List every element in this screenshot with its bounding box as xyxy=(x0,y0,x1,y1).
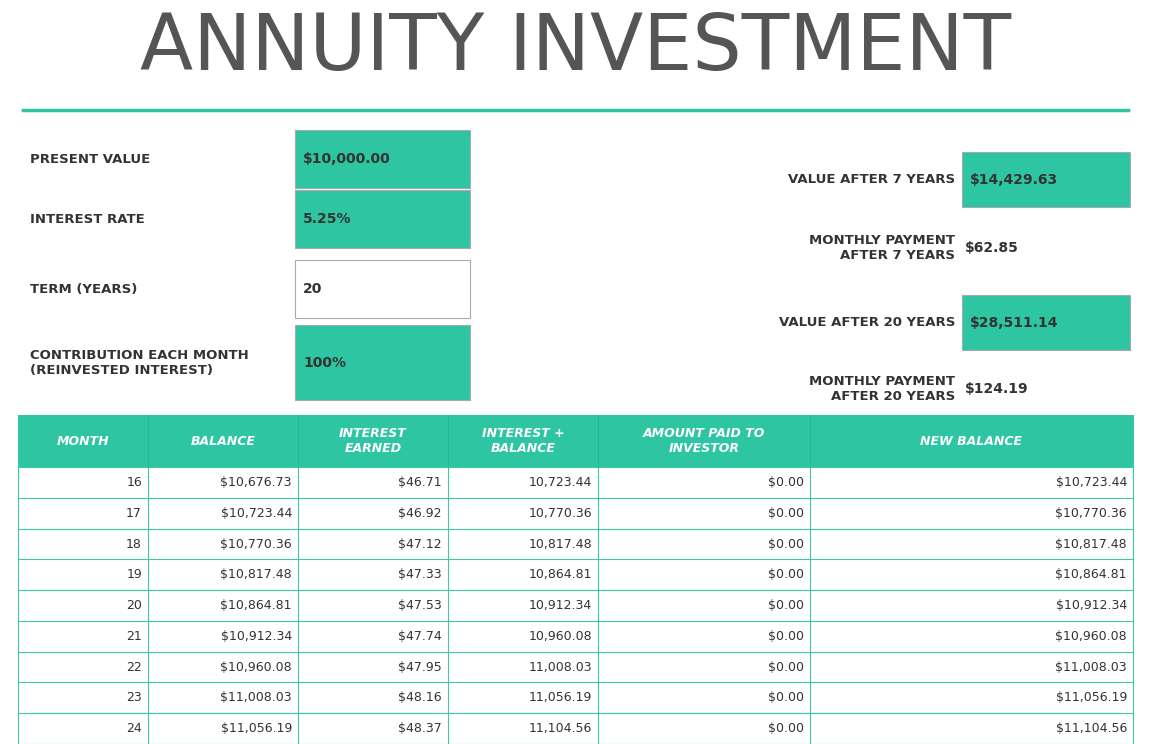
Bar xyxy=(295,325,470,400)
Bar xyxy=(18,652,1133,682)
Text: 5.25%: 5.25% xyxy=(303,212,351,226)
Text: $47.53: $47.53 xyxy=(398,599,442,612)
Bar xyxy=(18,590,1133,621)
Text: $62.85: $62.85 xyxy=(965,241,1019,255)
Text: $10,817.48: $10,817.48 xyxy=(220,568,292,581)
Text: VALUE AFTER 20 YEARS: VALUE AFTER 20 YEARS xyxy=(778,316,955,329)
Text: $0.00: $0.00 xyxy=(768,599,805,612)
Text: PRESENT VALUE: PRESENT VALUE xyxy=(30,153,151,166)
Text: $10,864.81: $10,864.81 xyxy=(1055,568,1127,581)
Bar xyxy=(962,295,1130,350)
Text: $10,912.34: $10,912.34 xyxy=(1055,599,1127,612)
Text: 23: 23 xyxy=(127,691,142,705)
Text: CONTRIBUTION EACH MONTH
(REINVESTED INTEREST): CONTRIBUTION EACH MONTH (REINVESTED INTE… xyxy=(30,349,249,376)
Bar xyxy=(18,529,1133,559)
Text: $48.16: $48.16 xyxy=(398,691,442,705)
Text: MONTH: MONTH xyxy=(56,434,109,448)
Text: TERM (YEARS): TERM (YEARS) xyxy=(30,283,137,295)
Text: $47.74: $47.74 xyxy=(398,630,442,643)
Text: $0.00: $0.00 xyxy=(768,691,805,705)
Text: 19: 19 xyxy=(127,568,142,581)
Text: $47.33: $47.33 xyxy=(398,568,442,581)
Text: $47.12: $47.12 xyxy=(398,538,442,551)
Text: $10,000.00: $10,000.00 xyxy=(303,153,390,166)
Text: 24: 24 xyxy=(127,722,142,735)
Text: 10,912.34: 10,912.34 xyxy=(528,599,592,612)
Text: 11,056.19: 11,056.19 xyxy=(528,691,592,705)
Bar xyxy=(18,559,1133,590)
Text: 10,960.08: 10,960.08 xyxy=(528,630,592,643)
Text: ANNUITY INVESTMENT: ANNUITY INVESTMENT xyxy=(140,10,1011,86)
Bar xyxy=(295,260,470,318)
Text: $0.00: $0.00 xyxy=(768,630,805,643)
Text: $10,770.36: $10,770.36 xyxy=(220,538,292,551)
Text: $0.00: $0.00 xyxy=(768,661,805,673)
Text: $14,429.63: $14,429.63 xyxy=(970,173,1058,187)
Text: $46.71: $46.71 xyxy=(398,476,442,489)
Text: 22: 22 xyxy=(127,661,142,673)
Text: INTEREST +
BALANCE: INTEREST + BALANCE xyxy=(481,427,564,455)
Text: $10,960.08: $10,960.08 xyxy=(220,661,292,673)
Text: 10,817.48: 10,817.48 xyxy=(528,538,592,551)
Text: 20: 20 xyxy=(127,599,142,612)
Text: $10,723.44: $10,723.44 xyxy=(1055,476,1127,489)
Text: $0.00: $0.00 xyxy=(768,568,805,581)
Text: $0.00: $0.00 xyxy=(768,538,805,551)
Text: $10,723.44: $10,723.44 xyxy=(221,507,292,520)
Text: $48.37: $48.37 xyxy=(398,722,442,735)
Text: 10,723.44: 10,723.44 xyxy=(528,476,592,489)
Text: 11,104.56: 11,104.56 xyxy=(528,722,592,735)
Text: $11,056.19: $11,056.19 xyxy=(221,722,292,735)
Text: $10,864.81: $10,864.81 xyxy=(221,599,292,612)
Text: $124.19: $124.19 xyxy=(965,382,1029,397)
Bar xyxy=(18,713,1133,744)
Text: $11,056.19: $11,056.19 xyxy=(1055,691,1127,705)
Text: 100%: 100% xyxy=(303,356,346,370)
Text: $10,912.34: $10,912.34 xyxy=(221,630,292,643)
Text: $0.00: $0.00 xyxy=(768,722,805,735)
Text: 11,008.03: 11,008.03 xyxy=(528,661,592,673)
Text: 16: 16 xyxy=(127,476,142,489)
Text: NEW BALANCE: NEW BALANCE xyxy=(921,434,1022,448)
Bar xyxy=(18,467,1133,498)
Text: $28,511.14: $28,511.14 xyxy=(970,315,1059,330)
Bar xyxy=(18,415,1133,467)
Text: 21: 21 xyxy=(127,630,142,643)
Bar xyxy=(295,130,470,188)
Text: 10,770.36: 10,770.36 xyxy=(528,507,592,520)
Text: $46.92: $46.92 xyxy=(398,507,442,520)
Text: $11,008.03: $11,008.03 xyxy=(1055,661,1127,673)
Text: AMOUNT PAID TO
INVESTOR: AMOUNT PAID TO INVESTOR xyxy=(642,427,765,455)
Text: INTEREST RATE: INTEREST RATE xyxy=(30,213,145,225)
Text: 17: 17 xyxy=(127,507,142,520)
Text: MONTHLY PAYMENT
AFTER 7 YEARS: MONTHLY PAYMENT AFTER 7 YEARS xyxy=(809,234,955,262)
Text: $10,960.08: $10,960.08 xyxy=(1055,630,1127,643)
Bar xyxy=(962,153,1130,207)
Bar xyxy=(18,621,1133,652)
Text: $10,770.36: $10,770.36 xyxy=(1055,507,1127,520)
Text: MONTHLY PAYMENT
AFTER 20 YEARS: MONTHLY PAYMENT AFTER 20 YEARS xyxy=(809,375,955,403)
Text: $11,104.56: $11,104.56 xyxy=(1055,722,1127,735)
Text: INTEREST
EARNED: INTEREST EARNED xyxy=(340,427,406,455)
Text: $0.00: $0.00 xyxy=(768,476,805,489)
Text: $0.00: $0.00 xyxy=(768,507,805,520)
Text: 18: 18 xyxy=(127,538,142,551)
Text: $47.95: $47.95 xyxy=(398,661,442,673)
Bar xyxy=(18,682,1133,713)
Text: BALANCE: BALANCE xyxy=(191,434,256,448)
Bar xyxy=(295,190,470,248)
Text: 20: 20 xyxy=(303,282,322,296)
Bar xyxy=(18,498,1133,529)
Text: 10,864.81: 10,864.81 xyxy=(528,568,592,581)
Text: $10,817.48: $10,817.48 xyxy=(1055,538,1127,551)
Text: $11,008.03: $11,008.03 xyxy=(220,691,292,705)
Text: VALUE AFTER 7 YEARS: VALUE AFTER 7 YEARS xyxy=(788,173,955,186)
Text: $10,676.73: $10,676.73 xyxy=(221,476,292,489)
